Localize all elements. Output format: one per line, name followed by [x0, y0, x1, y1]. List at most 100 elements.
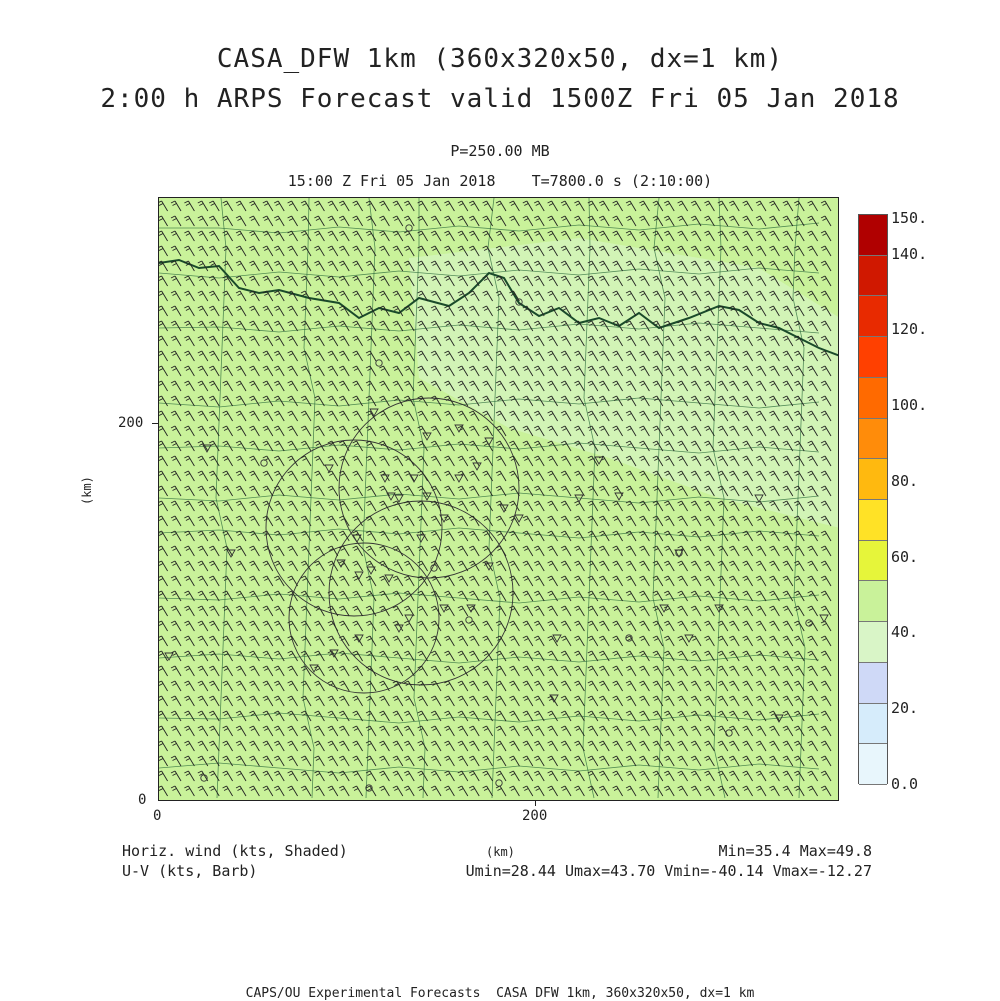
wind-barb-feather [482, 575, 487, 579]
wind-barb-feather [587, 260, 593, 264]
wind-barb-feather [782, 380, 788, 384]
wind-barb-feather [730, 518, 735, 521]
wind-barb-feather [379, 215, 384, 219]
wind-barb-feather [535, 413, 540, 416]
wind-barb [434, 215, 442, 227]
wind-barb-feather [288, 518, 294, 521]
wind-barb-feather [403, 275, 409, 279]
wind-barb [537, 350, 545, 362]
wind-barb-feather [808, 428, 814, 431]
wind-barb-feather [730, 608, 735, 611]
wind-barb-feather [742, 575, 747, 579]
wind-barb [396, 395, 404, 407]
wind-barb-feather [589, 533, 594, 536]
wind-barb-feather [235, 545, 241, 549]
wind-barb-feather [533, 650, 539, 654]
wind-barb-feather [574, 395, 579, 399]
wind-barb-feather [654, 593, 659, 596]
wind-barb-feather [600, 653, 605, 656]
wind-barb-feather [159, 410, 162, 413]
wind-barb [174, 350, 182, 362]
wind-barb-feather [172, 503, 177, 506]
wind-barb-feather [273, 410, 279, 414]
wind-barb-feather [172, 518, 177, 521]
wind-barb-feather [654, 203, 659, 206]
wind-barb-feather [535, 653, 540, 656]
wind-barb-feather [302, 518, 307, 521]
wind-barb [513, 620, 520, 632]
wind-barb-feather [562, 398, 567, 401]
wind-barb-feather [524, 278, 529, 281]
wind-barb-feather [742, 260, 747, 264]
wind-barb-feather [562, 473, 567, 476]
wind-barb-feather [300, 605, 306, 609]
wind-barb-feather [728, 590, 734, 594]
wind-barb-feather [210, 248, 215, 251]
wind-barb [342, 230, 350, 242]
wind-barb-feather [677, 410, 682, 414]
wind-barb [732, 410, 740, 422]
wind-barb [797, 425, 805, 437]
wind-barb-feather [288, 398, 294, 401]
wind-barb [824, 335, 832, 347]
wind-barb [212, 515, 220, 527]
wind-barb-feather [495, 395, 501, 399]
wind-barb-feather [665, 278, 670, 281]
wind-barb-feather [483, 653, 489, 656]
wind-barb [356, 590, 363, 602]
wind-barb-feather [287, 500, 292, 504]
wind-barb-feather [510, 203, 516, 206]
wind-barb [513, 215, 520, 227]
wind-barb-feather [250, 473, 256, 476]
wind-barb [486, 245, 493, 257]
wind-barb [667, 515, 675, 527]
wind-barb [448, 440, 455, 452]
wind-barb-feather [264, 278, 269, 281]
wind-barb-feather [600, 338, 605, 341]
wind-barb-feather [757, 653, 762, 656]
wind-barb [277, 665, 285, 677]
wind-barb-feather [755, 635, 761, 639]
wind-barb-feather [719, 533, 724, 536]
wind-barb-feather [613, 398, 619, 401]
wind-barb [694, 245, 702, 257]
wind-barb-feather [640, 353, 646, 356]
wind-barb-feather [302, 458, 307, 461]
wind-barb [448, 410, 455, 422]
wind-barb-feather [159, 455, 162, 458]
wind-barb-feather [483, 278, 489, 281]
wind-barb-feather [598, 590, 604, 594]
wind-barb [266, 440, 274, 452]
wind-barb [356, 500, 363, 512]
wind-barb-feather [262, 590, 268, 594]
wind-barb [656, 560, 664, 572]
wind-barb-feather [353, 248, 359, 251]
wind-barb [656, 665, 664, 677]
wind-barb-feather [719, 203, 724, 206]
wind-barb [694, 485, 702, 497]
wind-barb-feather [522, 260, 528, 264]
wind-barb-feather [329, 668, 334, 671]
wind-barb-feather [315, 473, 321, 476]
county-line [215, 198, 228, 799]
wind-barb-feather [524, 563, 529, 566]
wind-barb [629, 605, 637, 617]
wind-barb-feather [483, 233, 489, 236]
wind-barb-feather [170, 470, 176, 474]
wind-barb-feather [172, 308, 177, 311]
wind-barb-feather [405, 503, 410, 506]
wind-barb-feather [627, 638, 632, 641]
wind-barb-feather [170, 515, 176, 519]
wind-barb-feather [784, 548, 789, 551]
wind-barb [537, 410, 545, 422]
wind-barb-feather [184, 260, 189, 264]
wind-barb [643, 440, 650, 452]
wind-barb-feather [468, 380, 474, 384]
wind-barb-feather [820, 350, 826, 354]
wind-barb-feather [302, 203, 307, 206]
wind-barb-feather [405, 428, 410, 431]
wind-barb-feather [692, 203, 697, 206]
wind-barb-feather [365, 620, 371, 624]
wind-barb [486, 575, 493, 587]
wind-barb-feather [784, 623, 789, 626]
